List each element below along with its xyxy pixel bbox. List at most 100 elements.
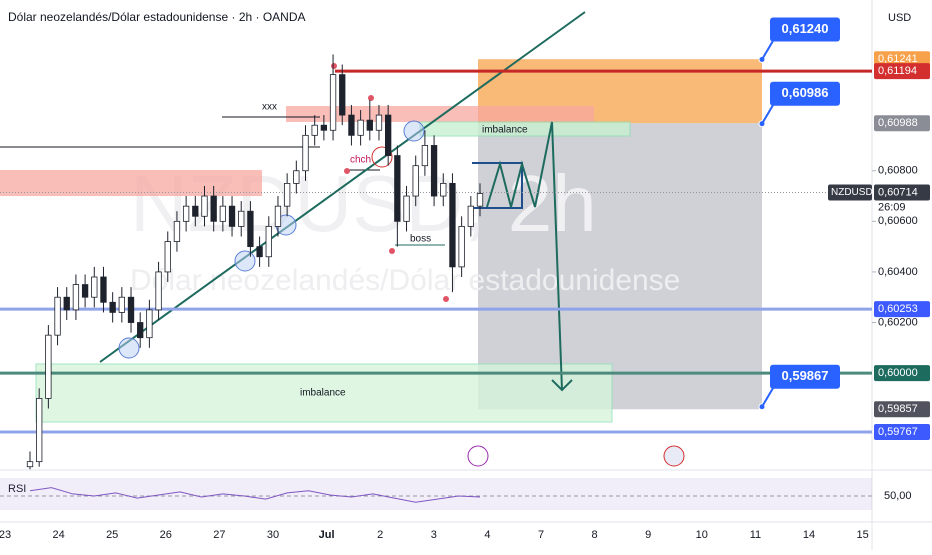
- symbol-bg: [828, 184, 872, 201]
- y-tick-label: 0,60600: [878, 215, 918, 227]
- chart-title: Dólar neozelandés/Dólar estadounidense ·…: [8, 10, 306, 24]
- candle-body: [311, 124, 318, 136]
- candle-body: [293, 170, 300, 184]
- x-tick-label: 23: [0, 529, 11, 541]
- rsi-label: RSI: [8, 483, 26, 495]
- choch-circle: [371, 146, 393, 168]
- rsi-level-label: 50,00: [884, 490, 912, 502]
- candle-body: [173, 220, 181, 242]
- candle-body: [137, 322, 144, 339]
- candle-body: [421, 145, 429, 167]
- candle-body: [375, 114, 383, 131]
- candle-body: [357, 119, 364, 136]
- price-label: 0,60253: [878, 303, 918, 315]
- price-label: 0,60714: [878, 186, 918, 198]
- candle-body: [91, 276, 98, 298]
- symbol-label: NZDUSD: [831, 187, 873, 198]
- annotation: chch: [350, 155, 371, 166]
- x-tick-label: 24: [52, 529, 64, 541]
- candle-body: [219, 205, 227, 222]
- x-tick-label: 26: [160, 529, 172, 541]
- callout-label: 0,59867: [782, 368, 829, 383]
- candle-body: [247, 210, 254, 248]
- candle-body: [449, 182, 456, 268]
- price-label: 0,59767: [878, 426, 918, 438]
- price-label-bg: [874, 301, 930, 318]
- candle-body: [26, 461, 34, 468]
- x-tick-label: 11: [750, 529, 761, 541]
- arrow-head: [551, 379, 573, 392]
- candle-body: [320, 124, 328, 131]
- candle-body: [54, 296, 61, 336]
- currency[interactable]: USD: [888, 12, 911, 24]
- callout-box: [770, 17, 840, 42]
- touch-circles: [118, 120, 425, 359]
- candle-body: [192, 205, 199, 217]
- x-tick-label: 30: [267, 529, 279, 541]
- price-label-bg: [874, 184, 930, 201]
- event-icon[interactable]: [467, 445, 489, 467]
- candle-body: [403, 195, 410, 222]
- candle-body: [36, 398, 43, 463]
- candle-body: [283, 182, 291, 207]
- candle-body: [118, 296, 125, 313]
- x-tick-label: 27: [213, 529, 225, 541]
- price-label-bg: [874, 365, 930, 382]
- y-tick-label: 0,60400: [878, 266, 918, 278]
- candle-body: [440, 182, 447, 197]
- price-label: 0,61241: [878, 53, 918, 65]
- x-tick-label: 7: [538, 529, 544, 541]
- y-tick-label: 0,60200: [878, 316, 918, 328]
- price-label-bg: [874, 401, 930, 418]
- candle-body: [348, 114, 355, 136]
- price-label: 0,59857: [878, 403, 918, 415]
- candle-body: [366, 119, 373, 131]
- annotation: xxx: [262, 102, 277, 113]
- price-label: 0,60988: [878, 117, 918, 129]
- price-label-bg: [874, 115, 930, 132]
- candle-body: [127, 296, 135, 323]
- candle-body: [228, 205, 236, 227]
- candle-body: [476, 193, 484, 207]
- x-tick-label: 25: [106, 529, 118, 541]
- candle-body: [274, 205, 282, 227]
- range-box: [472, 162, 523, 209]
- candle-body: [265, 225, 272, 258]
- candle-body: [201, 195, 208, 217]
- candle-body: [155, 271, 162, 311]
- rsi-line: [29, 487, 481, 503]
- rsi-band: [0, 478, 872, 510]
- x-tick-label: 4: [484, 529, 490, 541]
- x-tick-label: 8: [592, 529, 598, 541]
- countdown: 26:09: [878, 201, 906, 213]
- candle-body: [467, 205, 474, 227]
- candle-body: [329, 74, 337, 131]
- candle-body: [81, 284, 89, 298]
- price-label: 0,60000: [878, 367, 918, 379]
- candle-body: [182, 205, 190, 222]
- event-icon[interactable]: [663, 445, 685, 467]
- y-tick-label: 0,60800: [878, 165, 918, 177]
- price-label: 0,61194: [878, 65, 917, 77]
- callout-box: [770, 364, 840, 389]
- candle-body: [72, 284, 80, 311]
- annotation: imbalance: [482, 125, 528, 136]
- candle-body: [412, 165, 419, 197]
- candle-body: [100, 276, 107, 303]
- zone: [0, 170, 262, 196]
- price-label-bg: [874, 424, 930, 441]
- annotation: boss: [410, 234, 431, 245]
- candle-body: [164, 241, 171, 273]
- swing-dots: [331, 63, 449, 302]
- candle-body: [109, 301, 116, 313]
- stop-zone: [478, 123, 762, 410]
- annotation: imbalance: [300, 388, 346, 399]
- callout-label: 0,60986: [782, 85, 829, 100]
- watermark-sub: Dólar neozelandés/Dólar estadounidense: [130, 264, 680, 297]
- candle-body: [339, 74, 346, 116]
- x-tick-label: 3: [431, 529, 437, 541]
- candle-body: [238, 210, 245, 227]
- x-tick-label: 2: [377, 529, 383, 541]
- candle-body: [146, 309, 153, 339]
